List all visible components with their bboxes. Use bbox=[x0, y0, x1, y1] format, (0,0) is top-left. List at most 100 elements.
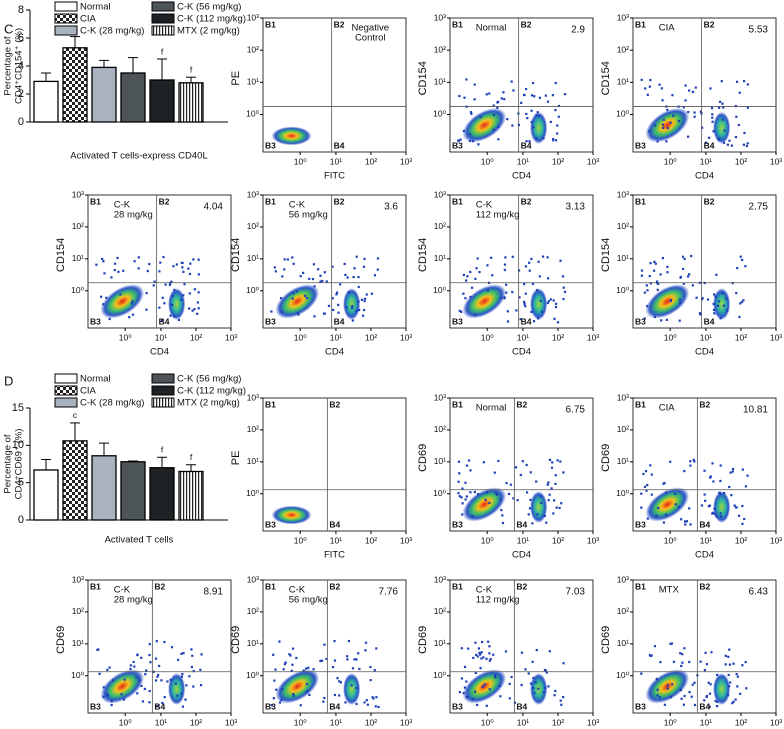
legend-label: CIA bbox=[80, 386, 97, 397]
cell-dot bbox=[157, 673, 160, 677]
cell-dot bbox=[145, 292, 148, 295]
cell-dot bbox=[709, 87, 712, 90]
cell-dot bbox=[467, 459, 471, 462]
cell-dot bbox=[560, 502, 563, 505]
cell-dot bbox=[549, 120, 552, 124]
x-tick-label: 10² bbox=[735, 332, 747, 342]
cell-dot bbox=[712, 308, 716, 312]
cell-dot bbox=[143, 687, 146, 691]
quadrant-label: B1 bbox=[90, 196, 101, 206]
cell-dot bbox=[192, 670, 195, 673]
x-tick-label: 10¹ bbox=[330, 535, 342, 545]
quadrant-label: B2 bbox=[699, 399, 710, 409]
cell-dot bbox=[346, 658, 349, 661]
x-tick-label: 10² bbox=[552, 535, 564, 545]
cell-dot bbox=[336, 677, 339, 680]
y-tick-label: 10 bbox=[12, 439, 24, 451]
cell-dot bbox=[653, 315, 656, 319]
bar bbox=[149, 79, 175, 123]
y-tick-label: 10¹ bbox=[434, 638, 446, 648]
cell-dot bbox=[506, 310, 509, 313]
cell-dot bbox=[181, 261, 184, 265]
plot-frame bbox=[632, 194, 777, 329]
cell-dot bbox=[640, 506, 643, 509]
cell-dot bbox=[177, 658, 180, 661]
cell-dot bbox=[504, 650, 508, 653]
cell-dot bbox=[465, 78, 468, 81]
cell-dot bbox=[709, 475, 712, 478]
cell-dot bbox=[544, 94, 547, 97]
cell-dot bbox=[679, 652, 682, 655]
cell-dot bbox=[658, 83, 661, 86]
cell-dot bbox=[550, 487, 553, 490]
cell-dot bbox=[199, 684, 203, 687]
x-tick-label: 10³ bbox=[225, 332, 237, 342]
cell-dot bbox=[458, 472, 461, 475]
cell-dot bbox=[472, 656, 475, 660]
cell-dot bbox=[458, 309, 461, 312]
sample-label: 28 mg/kg bbox=[114, 210, 153, 221]
cell-dot bbox=[559, 699, 562, 702]
quadrant-label: B2 bbox=[159, 196, 170, 206]
cell-dot bbox=[336, 291, 339, 294]
flow-plot: B1 B2 B3 B4 10⁰ 10⁰ 10¹ 10¹ 10² 10² 10³ 10³ CD4 CD154… bbox=[417, 12, 599, 181]
cell-dot bbox=[640, 269, 644, 272]
cell-dot bbox=[643, 485, 647, 488]
cell-dot bbox=[474, 671, 477, 674]
quadrant-label: B3 bbox=[265, 140, 276, 150]
cell-dot bbox=[552, 137, 555, 141]
cell-dot bbox=[669, 642, 672, 645]
cell-dot bbox=[363, 297, 367, 300]
legend-swatch bbox=[54, 1, 78, 12]
sample-label: 56 mg/kg bbox=[289, 210, 328, 221]
y-tick-label: 10³ bbox=[247, 574, 259, 584]
cell-cloud bbox=[168, 673, 186, 706]
cell-dot bbox=[102, 686, 105, 689]
cell-dot bbox=[735, 80, 739, 83]
cell-dot bbox=[552, 512, 555, 515]
cell-dot bbox=[714, 295, 717, 298]
cell-dot bbox=[292, 292, 295, 295]
cell-dot bbox=[734, 698, 737, 701]
cell-dot bbox=[182, 270, 185, 273]
cell-dot bbox=[371, 696, 374, 699]
cell-dot bbox=[193, 288, 196, 291]
cell-dot bbox=[712, 130, 715, 133]
quadrant-label: B1 bbox=[635, 196, 646, 206]
cell-dot bbox=[133, 260, 136, 263]
bar bbox=[149, 467, 175, 521]
cell-dot bbox=[741, 522, 744, 525]
cell-dot bbox=[299, 704, 302, 707]
cell-dot bbox=[642, 472, 645, 476]
cell-dot bbox=[365, 699, 368, 702]
cell-dot bbox=[691, 284, 694, 287]
cell-dot bbox=[463, 96, 466, 99]
cell-dot bbox=[120, 693, 123, 696]
quadrant-label: B4 bbox=[334, 316, 345, 326]
cell-dot bbox=[519, 318, 522, 321]
cell-dot bbox=[322, 700, 325, 703]
cell-dot bbox=[705, 141, 708, 144]
cell-dot bbox=[727, 673, 730, 677]
cell-dot bbox=[539, 299, 542, 302]
cell-dot bbox=[302, 271, 305, 274]
cell-dot bbox=[739, 255, 742, 258]
plot-frame bbox=[262, 17, 407, 153]
bar bbox=[33, 80, 59, 123]
cell-dot bbox=[715, 515, 718, 518]
cell-dot bbox=[718, 137, 721, 140]
cell-dot bbox=[670, 642, 674, 645]
x-tick-label: 10¹ bbox=[517, 332, 529, 342]
cell-dot bbox=[462, 273, 465, 277]
cell-dot bbox=[357, 285, 360, 289]
cell-dot bbox=[550, 466, 554, 469]
cell-dot bbox=[355, 702, 358, 706]
cell-dot bbox=[554, 305, 558, 309]
cell-dot bbox=[304, 667, 308, 670]
cell-dot bbox=[148, 653, 151, 657]
cell-dot bbox=[511, 290, 514, 294]
cell-dot bbox=[280, 698, 283, 702]
cell-dot bbox=[705, 663, 709, 666]
cell-dot bbox=[511, 124, 514, 127]
cell-dot bbox=[656, 688, 659, 691]
